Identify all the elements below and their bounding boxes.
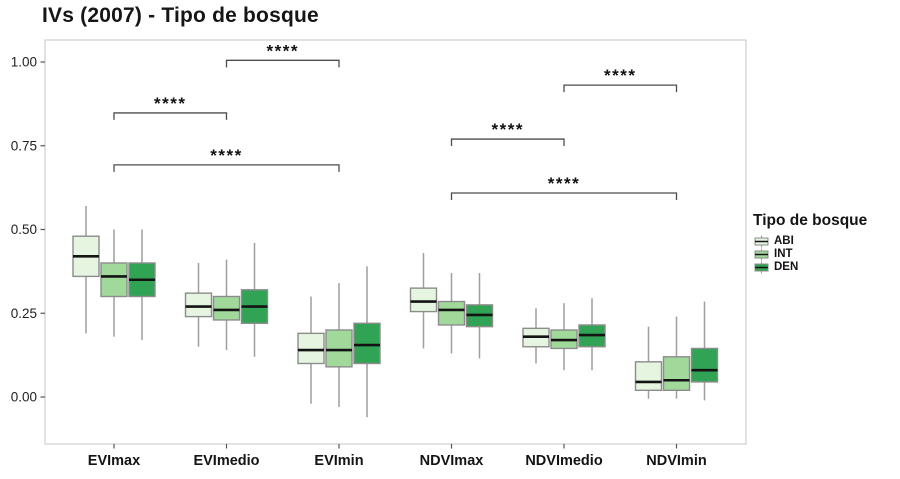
legend-item-label: INT xyxy=(774,248,793,260)
legend-key-boxplot-icon xyxy=(754,235,769,248)
significance-label: **** xyxy=(210,146,242,165)
box-NDVImin-DEN xyxy=(690,347,719,383)
box-NDVImax-INT xyxy=(437,300,466,326)
box-EVImin-INT xyxy=(325,329,353,368)
legend-item-int[interactable]: INT xyxy=(753,248,898,261)
legend-items: ABI INT DEN xyxy=(753,235,898,274)
y-tick-label: 0.75 xyxy=(11,138,37,153)
box-NDVImin-INT xyxy=(662,356,691,391)
box-NDVImax-ABI xyxy=(409,287,438,313)
significance-bracket xyxy=(450,138,565,147)
legend-item-abi[interactable]: ABI xyxy=(753,235,898,248)
significance-bracket xyxy=(113,112,228,120)
significance-label: **** xyxy=(604,66,636,85)
panel-border xyxy=(44,39,747,445)
significance-label: **** xyxy=(267,41,299,60)
significance-label: **** xyxy=(154,94,186,113)
legend-key-boxplot-icon xyxy=(754,261,769,274)
box-EVImin-DEN xyxy=(353,322,381,365)
x-tick-label: EVImax xyxy=(88,453,140,469)
chart-title: IVs (2007) - Tipo de bosque xyxy=(42,4,319,27)
significance-label: **** xyxy=(492,120,524,139)
box-EVImedio-INT xyxy=(212,295,241,321)
significance-bracket xyxy=(113,164,340,172)
y-tick-label: 0.00 xyxy=(11,390,37,405)
y-tick-label: 1.00 xyxy=(11,55,37,70)
x-tick-label: NDVImedio xyxy=(525,453,602,469)
legend-item-label: ABI xyxy=(774,235,794,247)
x-tick-label: EVImin xyxy=(314,453,363,469)
significance-label: **** xyxy=(548,174,580,193)
box-EVImin-ABI xyxy=(297,332,325,365)
significance-bracket xyxy=(450,192,678,200)
box-EVImedio-ABI xyxy=(184,292,213,318)
legend-item-den[interactable]: DEN xyxy=(753,261,898,274)
box-EVImax-INT xyxy=(100,262,128,298)
y-tick-label: 0.25 xyxy=(11,306,37,321)
significance-bracket xyxy=(225,59,340,68)
x-tick-label: EVImedio xyxy=(193,453,259,469)
legend: Tipo de bosque ABI INT DEN xyxy=(753,212,898,274)
y-tick-label: 0.50 xyxy=(11,222,37,237)
legend-title: Tipo de bosque xyxy=(753,212,868,229)
x-tick-label: NDVImax xyxy=(420,453,484,469)
legend-item-label: DEN xyxy=(774,261,799,273)
box-NDVImin-ABI xyxy=(634,361,663,392)
significance-bracket xyxy=(563,84,678,93)
legend-key-boxplot-icon xyxy=(754,248,769,261)
x-tick-label: NDVImin xyxy=(646,453,706,469)
